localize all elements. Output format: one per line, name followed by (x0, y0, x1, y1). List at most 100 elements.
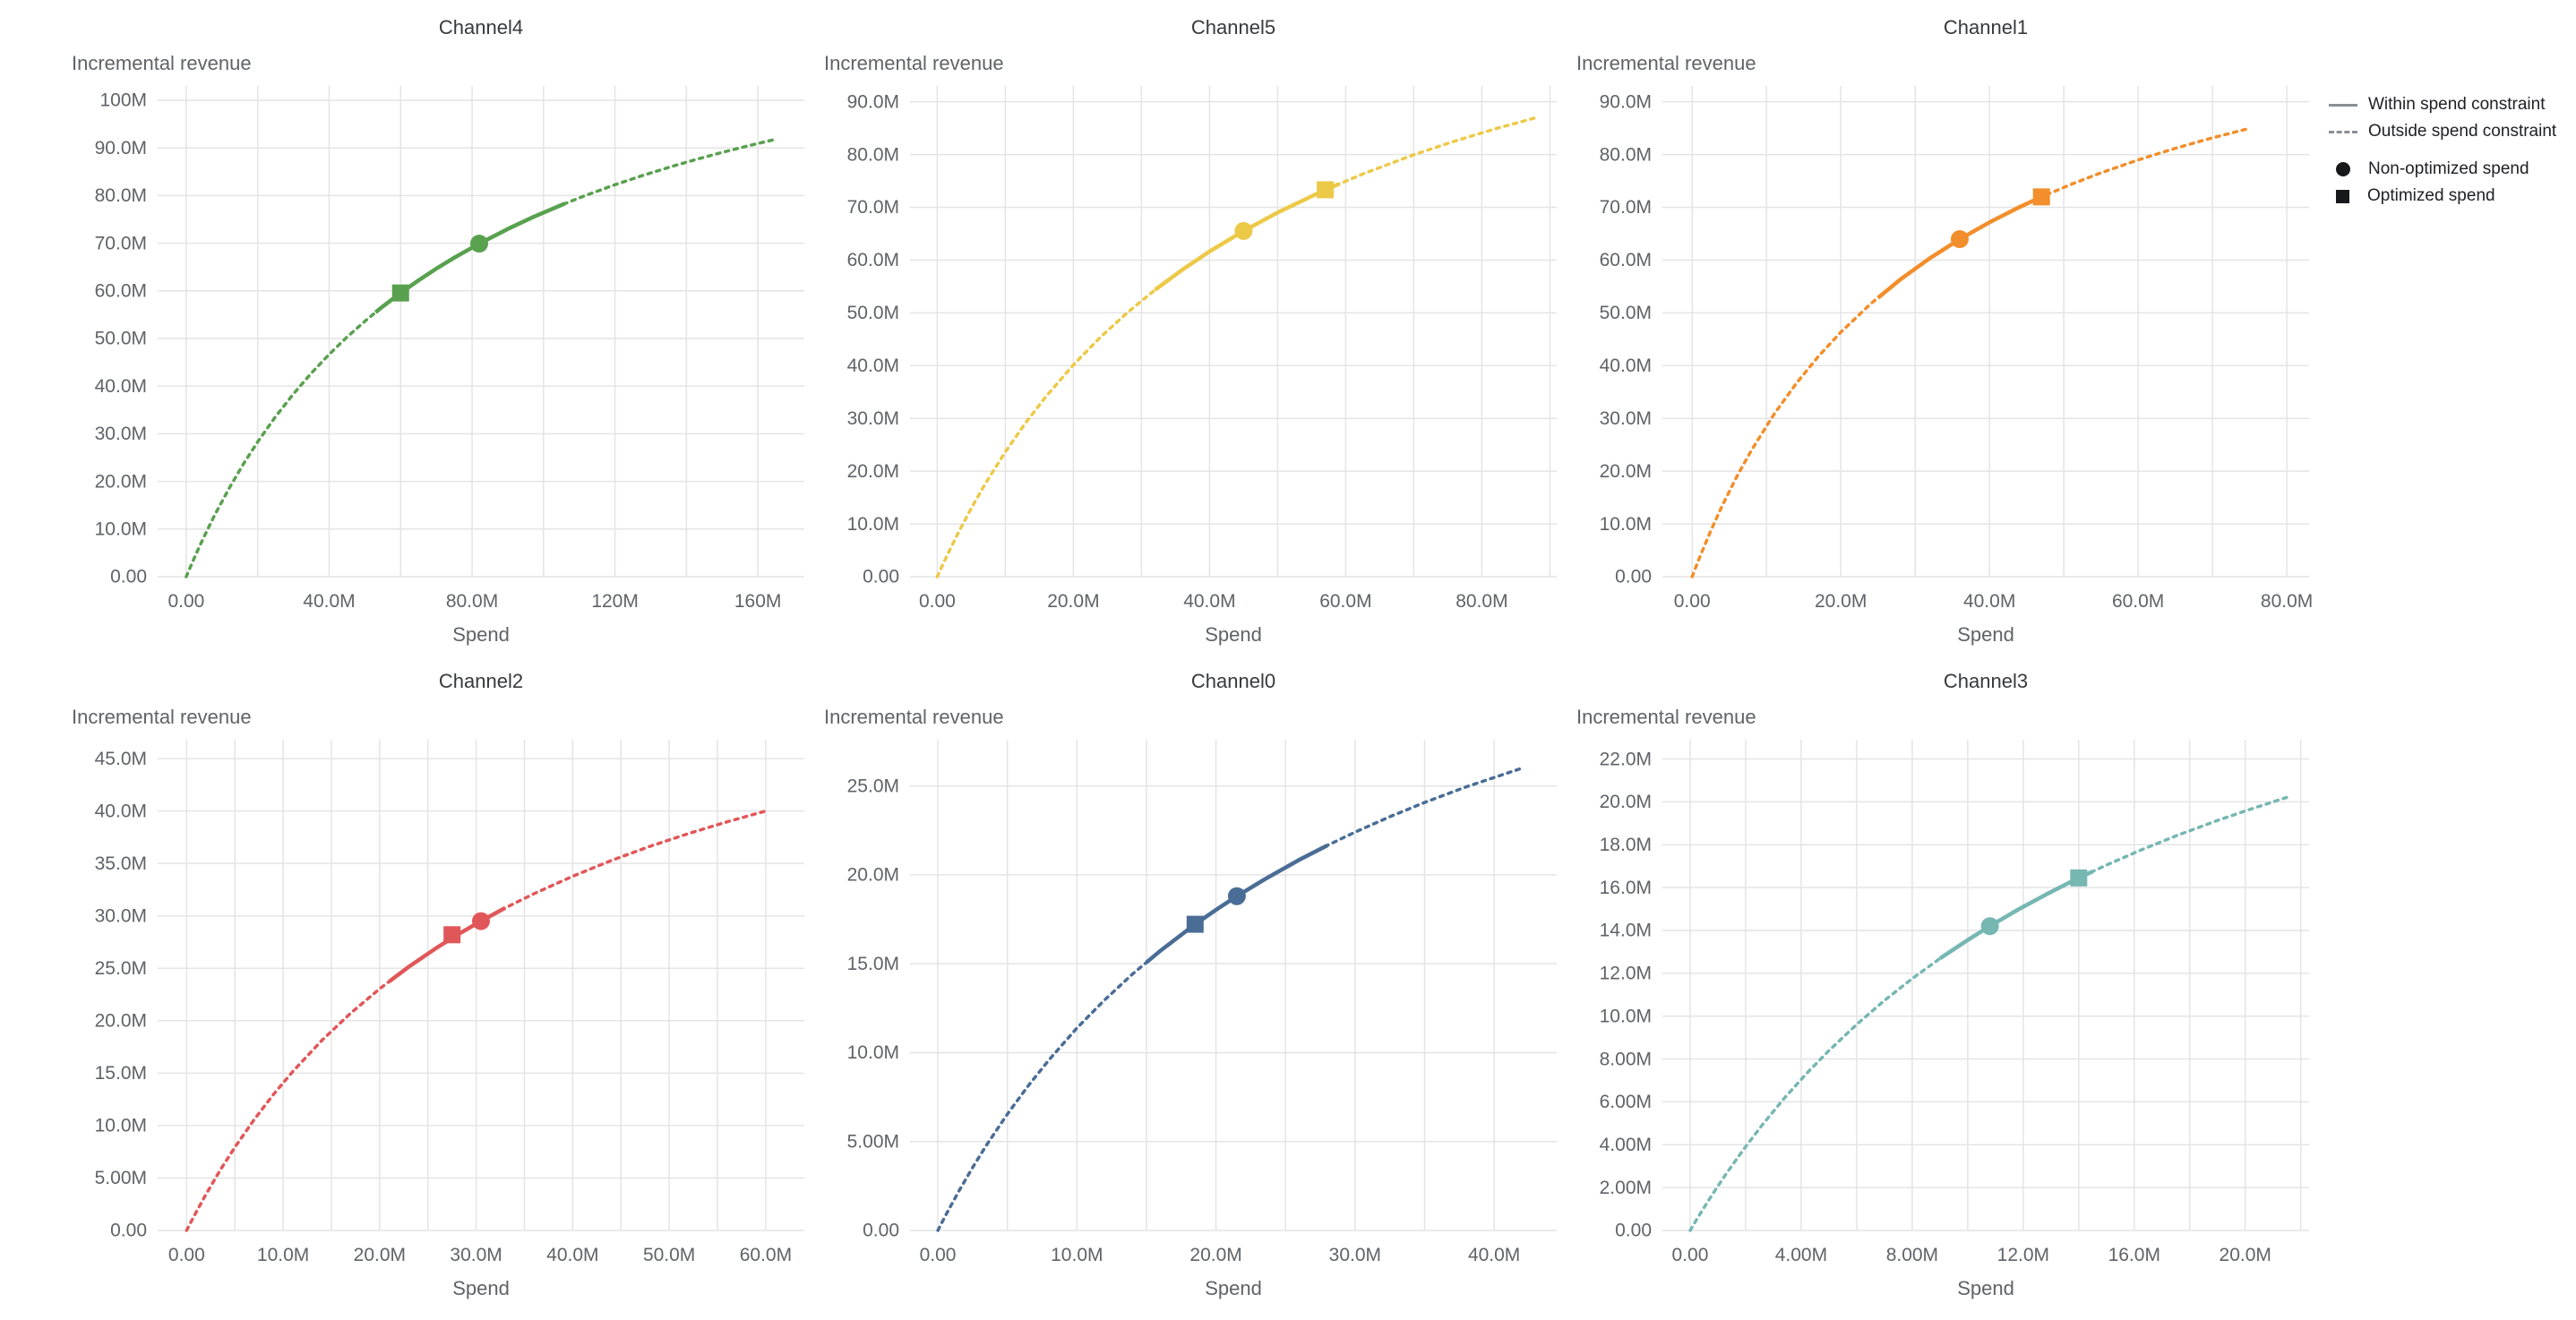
svg-text:100M: 100M (99, 90, 147, 111)
svg-text:0.00: 0.00 (167, 591, 204, 612)
svg-text:20.0M: 20.0M (95, 1011, 147, 1032)
legend-item-outside-constraint: Outside spend constraint (2329, 118, 2576, 145)
svg-text:20.0M: 20.0M (1815, 591, 1867, 612)
y-axis-title: Incremental revenue (72, 52, 252, 74)
response-curve-plot: 0.00 2.00M 4.00M 6.00M 8.00M 10.0M 12.0M 14.0M 1… (1576, 731, 2329, 1279)
response-curve-plot: 0.00 5.00M 10.0M 15.0M 20.0M 25.0M 30.0M 35.0M 4… (72, 731, 824, 1279)
svg-text:60.0M: 60.0M (1319, 591, 1371, 612)
svg-text:20.0M: 20.0M (1189, 1245, 1241, 1265)
svg-text:15.0M: 15.0M (847, 954, 899, 974)
svg-text:45.0M: 45.0M (95, 749, 147, 769)
legend-label: Outside spend constraint (2368, 122, 2557, 141)
svg-text:120M: 120M (591, 591, 639, 612)
svg-text:40.0M: 40.0M (847, 356, 899, 376)
svg-text:80.0M: 80.0M (95, 185, 147, 206)
x-axis-title: Spend (452, 623, 510, 646)
svg-text:5.00M: 5.00M (95, 1168, 147, 1188)
svg-text:0.00: 0.00 (1672, 1245, 1709, 1265)
svg-text:10.0M: 10.0M (1600, 514, 1652, 535)
x-axis-title: Spend (1205, 623, 1262, 646)
svg-text:30.0M: 30.0M (1329, 1245, 1381, 1265)
svg-text:20.0M: 20.0M (1047, 591, 1099, 612)
svg-text:20.0M: 20.0M (95, 471, 147, 492)
svg-text:60.0M: 60.0M (847, 250, 899, 270)
y-axis-title: Incremental revenue (72, 706, 252, 728)
x-axis-title: Spend (1957, 1277, 2014, 1299)
legend-label: Within spend constraint (2368, 95, 2546, 114)
x-axis-title: Spend (1957, 623, 2014, 646)
legend-item-optimized: Optimized spend (2329, 183, 2576, 210)
chart-channel2: Channel2 Incremental revenue 0.00 5.00M 10… (72, 659, 824, 1313)
svg-text:40.0M: 40.0M (1468, 1245, 1520, 1265)
y-axis-title: Incremental revenue (824, 706, 1004, 728)
chart-channel5: Channel5 Incremental revenue 0.00 10.0M 20… (824, 5, 1576, 659)
svg-text:80.0M: 80.0M (1600, 144, 1652, 165)
svg-text:80.0M: 80.0M (847, 144, 899, 165)
svg-text:6.00M: 6.00M (1600, 1092, 1652, 1112)
svg-text:0.00: 0.00 (863, 1221, 899, 1241)
response-curve-plot: 0.00 10.0M 20.0M 30.0M 40.0M 50.0M 60.0M 70.0M 8… (824, 77, 1576, 625)
svg-text:20.0M: 20.0M (2220, 1245, 2271, 1265)
y-axis-title: Incremental revenue (1576, 52, 1756, 74)
svg-text:12.0M: 12.0M (1997, 1245, 2049, 1265)
svg-text:90.0M: 90.0M (95, 138, 147, 159)
svg-text:15.0M: 15.0M (95, 1063, 147, 1084)
response-curve-plot: 0.00 10.0M 20.0M 30.0M 40.0M 50.0M 60.0M 70.0M 8… (72, 77, 824, 625)
svg-text:0.00: 0.00 (920, 1245, 957, 1265)
svg-text:0.00: 0.00 (863, 567, 899, 587)
svg-text:0.00: 0.00 (1674, 591, 1711, 612)
svg-text:5.00M: 5.00M (847, 1131, 899, 1152)
svg-text:0.00: 0.00 (110, 1221, 147, 1241)
legend: Within spend constraint Outside spend co… (2329, 91, 2576, 659)
svg-text:40.0M: 40.0M (1963, 591, 2015, 612)
svg-text:16.0M: 16.0M (2108, 1245, 2160, 1265)
svg-text:10.0M: 10.0M (257, 1245, 309, 1265)
svg-text:30.0M: 30.0M (450, 1245, 502, 1265)
chart-title: Channel4 (438, 16, 524, 39)
svg-text:10.0M: 10.0M (847, 1042, 899, 1063)
y-axis-title: Incremental revenue (1576, 706, 1756, 728)
svg-text:20.0M: 20.0M (354, 1245, 406, 1265)
circle-marker-icon (2336, 162, 2350, 176)
svg-text:40.0M: 40.0M (1600, 356, 1652, 376)
svg-text:8.00M: 8.00M (1600, 1049, 1652, 1069)
svg-text:10.0M: 10.0M (95, 519, 147, 540)
svg-text:50.0M: 50.0M (643, 1245, 695, 1265)
response-curve-plot: 0.00 10.0M 20.0M 30.0M 40.0M 50.0M 60.0M 70.0M 8… (1576, 77, 2329, 625)
svg-text:40.0M: 40.0M (1183, 591, 1235, 612)
svg-text:50.0M: 50.0M (847, 303, 899, 323)
svg-text:10.0M: 10.0M (1051, 1245, 1103, 1265)
svg-text:12.0M: 12.0M (1600, 964, 1652, 984)
svg-text:10.0M: 10.0M (1600, 1006, 1652, 1026)
square-marker-icon (2336, 189, 2349, 203)
svg-text:14.0M: 14.0M (1600, 921, 1652, 941)
svg-text:40.0M: 40.0M (303, 591, 355, 612)
svg-text:10.0M: 10.0M (95, 1116, 147, 1136)
svg-text:40.0M: 40.0M (95, 801, 147, 821)
svg-text:20.0M: 20.0M (847, 461, 899, 482)
legend-label: Non-optimized spend (2368, 159, 2529, 178)
svg-text:30.0M: 30.0M (847, 408, 899, 429)
svg-text:80.0M: 80.0M (446, 591, 498, 612)
svg-text:0.00: 0.00 (919, 591, 956, 612)
svg-text:160M: 160M (734, 591, 782, 612)
x-axis-title: Spend (1205, 1277, 1262, 1299)
response-curve-plot: 0.00 5.00M 10.0M 15.0M 20.0M 25.0M 0.00 10.0M 20… (824, 731, 1576, 1279)
svg-text:2.00M: 2.00M (1600, 1178, 1652, 1198)
svg-text:0.00: 0.00 (110, 567, 147, 587)
svg-text:20.0M: 20.0M (1600, 792, 1652, 812)
svg-text:60.0M: 60.0M (95, 280, 147, 301)
svg-text:35.0M: 35.0M (95, 853, 147, 874)
legend-spacer (2329, 145, 2576, 156)
chart-title: Channel5 (1190, 16, 1276, 39)
chart-title: Channel3 (1943, 670, 2029, 692)
svg-text:25.0M: 25.0M (847, 776, 899, 796)
svg-text:8.00M: 8.00M (1886, 1245, 1938, 1265)
legend-item-within-constraint: Within spend constraint (2329, 91, 2576, 118)
svg-text:70.0M: 70.0M (847, 197, 899, 218)
y-axis-title: Incremental revenue (824, 52, 1004, 74)
svg-text:60.0M: 60.0M (2112, 591, 2164, 612)
svg-text:20.0M: 20.0M (847, 865, 899, 886)
svg-text:50.0M: 50.0M (95, 329, 147, 349)
